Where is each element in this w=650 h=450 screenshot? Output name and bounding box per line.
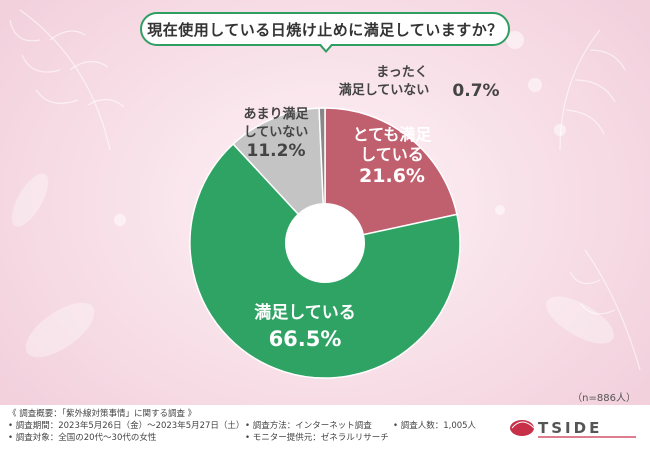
pie-center-hole xyxy=(285,203,365,283)
tside-logo: TSIDE xyxy=(510,419,636,438)
slice-value-1: 66.5% xyxy=(269,327,342,351)
slice-label-0-line-0: とても満足 xyxy=(353,125,433,144)
survey-respondents: • 調査人数：1,005人 xyxy=(393,421,477,431)
survey-target: • 調査対象：全国の20代～30代の女性 xyxy=(8,433,157,443)
survey-provider: • モニター提供元：ゼネラルリサーチ xyxy=(245,433,389,443)
pie-slice-2 xyxy=(232,107,326,246)
slice-label-3-line-1: 満足していない xyxy=(339,82,430,98)
slice-label-1-line-0: 満足している xyxy=(254,302,356,323)
slice-value-3: 0.7% xyxy=(452,81,499,101)
survey-heading: 《 調査概要：「紫外線対策事情」に関する調査 》 xyxy=(8,409,197,419)
slice-label-2-line-0: あまり満足 xyxy=(243,106,309,122)
title-pointer-inner xyxy=(320,43,332,50)
slice-label-3-line-0: まったく xyxy=(376,65,427,80)
slice-value-0: 21.6% xyxy=(359,165,425,187)
slice-value-2: 11.2% xyxy=(247,141,306,161)
sample-size: （n=886人） xyxy=(572,393,636,404)
survey-period: • 調査期間：2023年5月26日（金）～2023年5月27日（土） xyxy=(8,421,245,431)
slice-label-2-line-1: していない xyxy=(244,125,309,140)
slice-label-0-line-1: している xyxy=(360,145,424,164)
survey-footer: 《 調査概要：「紫外線対策事情」に関する調査 》 • 調査期間：2023年5月2… xyxy=(0,405,650,450)
survey-method: • 調査方法：インターネット調査 xyxy=(245,421,372,431)
pie-slice-0 xyxy=(324,107,458,244)
logo-text: TSIDE xyxy=(538,419,602,437)
question-title: 現在使用している日焼け止めに満足していますか？ xyxy=(140,12,510,46)
